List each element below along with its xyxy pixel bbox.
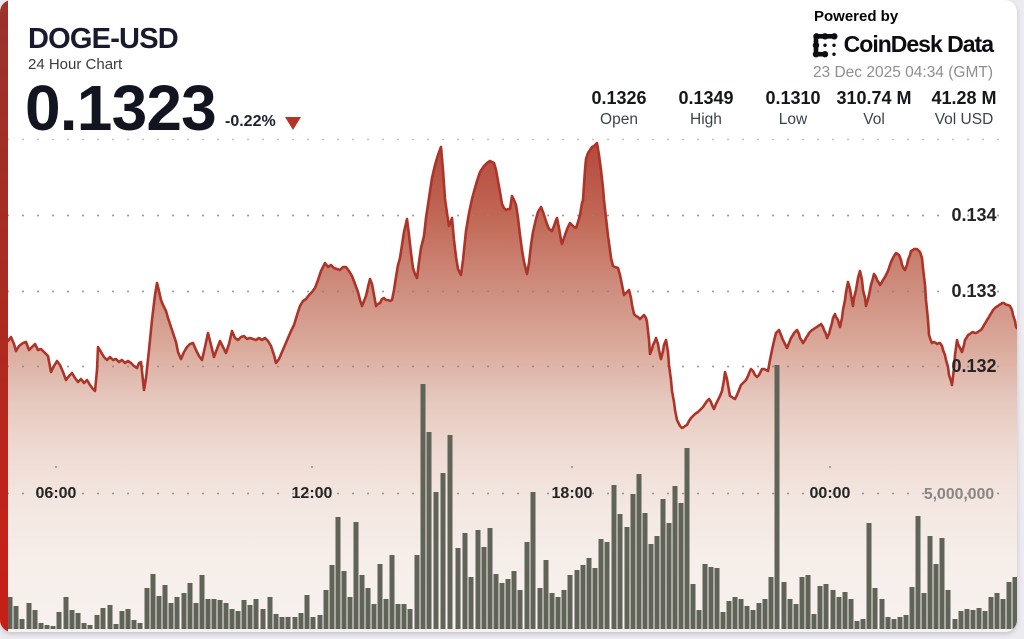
svg-text:0.133: 0.133 — [951, 281, 996, 301]
svg-text:18:00: 18:00 — [552, 485, 593, 502]
svg-text:5,000,000: 5,000,000 — [924, 486, 994, 503]
svg-text:06:00: 06:00 — [36, 485, 77, 502]
svg-text:12:00: 12:00 — [292, 485, 333, 502]
svg-text:0.132: 0.132 — [951, 356, 996, 376]
svg-text:00:00: 00:00 — [810, 485, 851, 502]
svg-text:0.134: 0.134 — [951, 205, 996, 225]
